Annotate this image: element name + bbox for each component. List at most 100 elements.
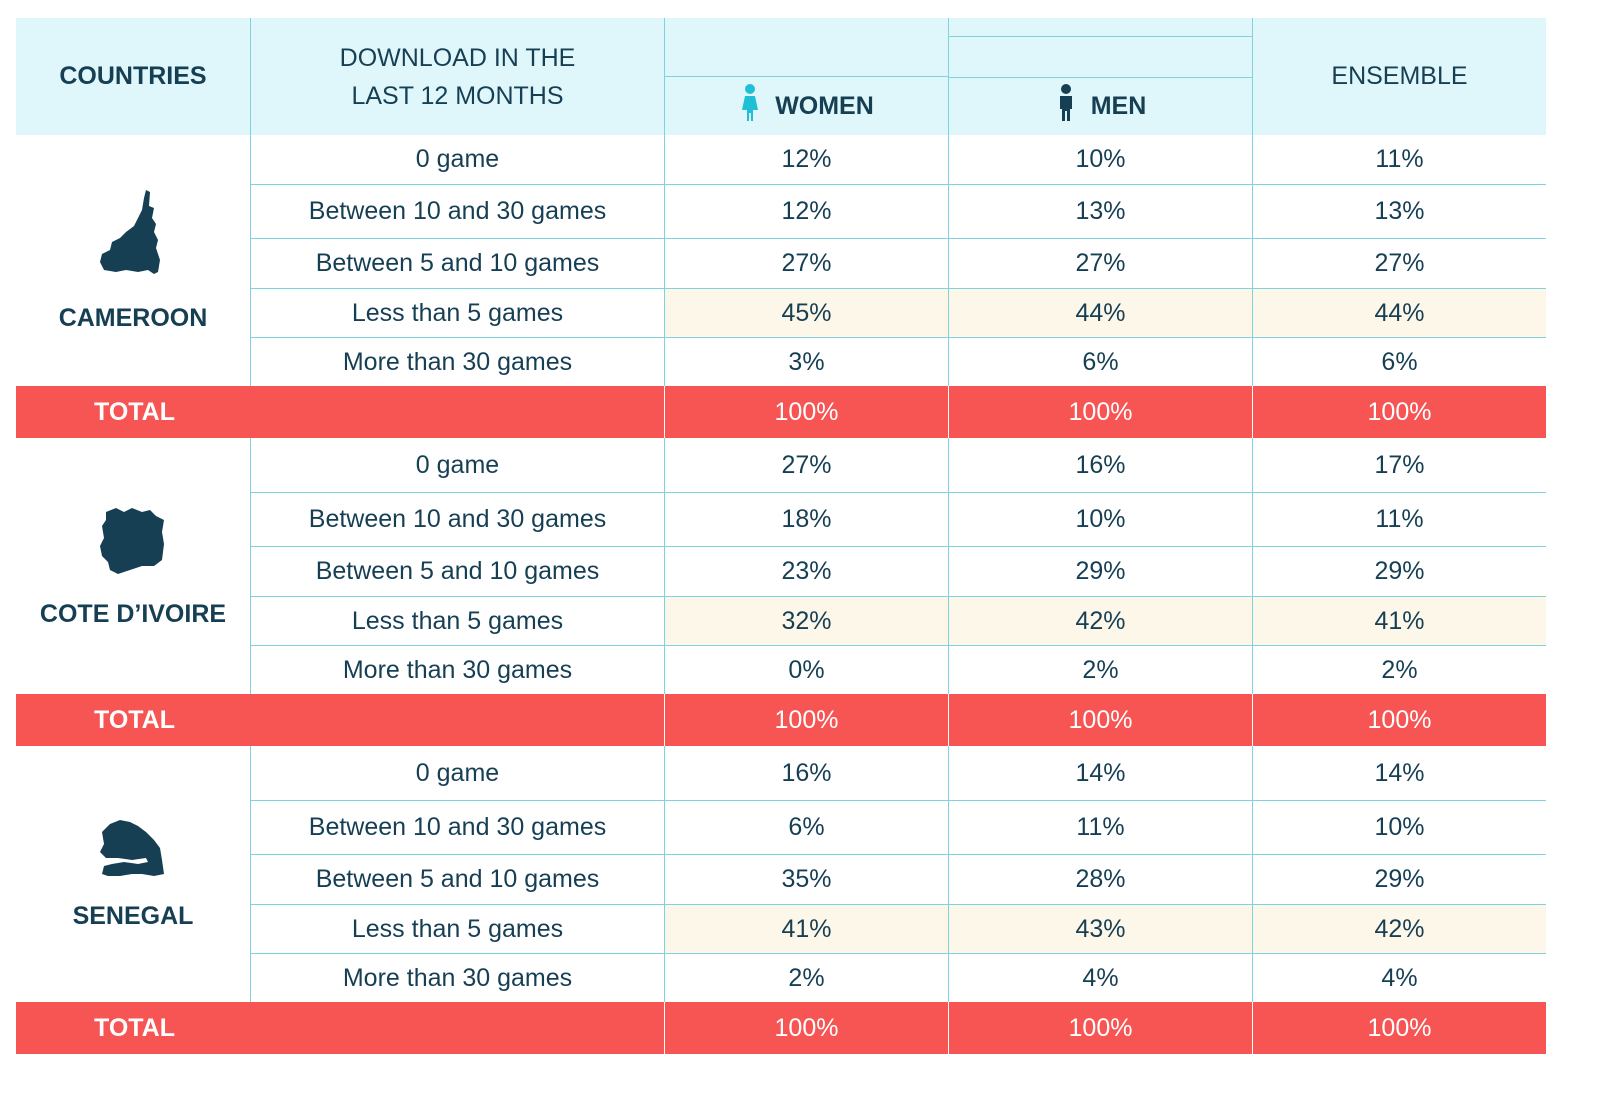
country-block-cote-divoire: COTE D’IVOIRE 0 game 27% 16% 17% Between…	[16, 438, 1546, 694]
women-header: WOMEN	[664, 18, 948, 135]
country-cell: SENEGAL	[16, 746, 250, 1002]
row-label: Between 5 and 10 games	[250, 854, 664, 904]
men-value: 10%	[948, 492, 1252, 546]
row-label: More than 30 games	[250, 953, 664, 1002]
download-header-line2: LAST 12 MONTHS	[351, 81, 564, 110]
ensemble-value: 10%	[1252, 800, 1546, 854]
country-cell: CAMEROON	[16, 135, 250, 386]
row-label: 0 game	[250, 135, 664, 184]
country-block-senegal: SENEGAL 0 game 16% 14% 14% Between 10 an…	[16, 746, 1546, 1002]
total-men: 100%	[948, 386, 1252, 438]
women-value: 27%	[664, 438, 948, 492]
ensemble-value: 29%	[1252, 546, 1546, 596]
total-row: TOTAL 100% 100% 100%	[16, 386, 1546, 438]
ensemble-value: 13%	[1252, 184, 1546, 238]
women-value: 18%	[664, 492, 948, 546]
row-label: Between 10 and 30 games	[250, 800, 664, 854]
total-women: 100%	[664, 1002, 948, 1054]
men-value: 13%	[948, 184, 1252, 238]
men-value: 6%	[948, 337, 1252, 386]
row-label: Between 5 and 10 games	[250, 238, 664, 288]
ensemble-value: 27%	[1252, 238, 1546, 288]
ensemble-value: 14%	[1252, 746, 1546, 800]
total-label: TOTAL	[94, 397, 176, 426]
men-value: 10%	[948, 135, 1252, 184]
senegal-map-icon	[98, 818, 168, 878]
row-label: Less than 5 games	[250, 904, 664, 953]
row-label: 0 game	[250, 746, 664, 800]
total-women: 100%	[664, 694, 948, 746]
men-value: 2%	[948, 645, 1252, 694]
women-value: 32%	[664, 596, 948, 645]
total-ensemble: 100%	[1252, 386, 1546, 438]
women-value: 0%	[664, 645, 948, 694]
women-value: 41%	[664, 904, 948, 953]
men-value: 43%	[948, 904, 1252, 953]
men-value: 28%	[948, 854, 1252, 904]
ensemble-value: 17%	[1252, 438, 1546, 492]
ensemble-value: 41%	[1252, 596, 1546, 645]
total-men: 100%	[948, 694, 1252, 746]
country-name: COTE D’IVOIRE	[39, 599, 227, 628]
men-value: 4%	[948, 953, 1252, 1002]
men-value: 42%	[948, 596, 1252, 645]
women-value: 27%	[664, 238, 948, 288]
total-ensemble: 100%	[1252, 694, 1546, 746]
women-value: 12%	[664, 184, 948, 238]
women-value: 3%	[664, 337, 948, 386]
men-value: 44%	[948, 288, 1252, 337]
women-value: 45%	[664, 288, 948, 337]
man-icon	[1055, 83, 1077, 130]
women-value: 23%	[664, 546, 948, 596]
total-men: 100%	[948, 1002, 1252, 1054]
table-header: COUNTRIES DOWNLOAD IN THE LAST 12 MONTHS…	[16, 18, 1546, 135]
countries-header: COUNTRIES	[59, 62, 207, 90]
cote-divoire-map-icon	[98, 504, 168, 576]
country-name: SENEGAL	[72, 901, 194, 930]
ensemble-value: 11%	[1252, 135, 1546, 184]
men-value: 27%	[948, 238, 1252, 288]
woman-icon	[739, 83, 761, 130]
total-row: TOTAL 100% 100% 100%	[16, 1002, 1546, 1054]
total-row: TOTAL 100% 100% 100%	[16, 694, 1546, 746]
row-label: 0 game	[250, 438, 664, 492]
download-header-line1: DOWNLOAD IN THE	[339, 43, 576, 72]
women-value: 2%	[664, 953, 948, 1002]
women-value: 6%	[664, 800, 948, 854]
total-label: TOTAL	[94, 705, 176, 734]
ensemble-value: 11%	[1252, 492, 1546, 546]
men-header-label: MEN	[1090, 92, 1147, 120]
men-header: MEN	[948, 18, 1252, 135]
downloads-table: COUNTRIES DOWNLOAD IN THE LAST 12 MONTHS…	[16, 18, 1546, 1054]
men-value: 29%	[948, 546, 1252, 596]
total-ensemble: 100%	[1252, 1002, 1546, 1054]
women-value: 16%	[664, 746, 948, 800]
women-value: 12%	[664, 135, 948, 184]
men-value: 16%	[948, 438, 1252, 492]
ensemble-value: 44%	[1252, 288, 1546, 337]
ensemble-value: 29%	[1252, 854, 1546, 904]
row-label: More than 30 games	[250, 337, 664, 386]
total-women: 100%	[664, 386, 948, 438]
ensemble-value: 6%	[1252, 337, 1546, 386]
row-label: Less than 5 games	[250, 596, 664, 645]
men-value: 14%	[948, 746, 1252, 800]
ensemble-header: ENSEMBLE	[1252, 18, 1546, 135]
ensemble-value: 4%	[1252, 953, 1546, 1002]
country-block-cameroon: CAMEROON 0 game 12% 10% 11% Between 10 a…	[16, 135, 1546, 386]
row-label: Between 10 and 30 games	[250, 492, 664, 546]
women-value: 35%	[664, 854, 948, 904]
row-label: Between 10 and 30 games	[250, 184, 664, 238]
ensemble-value: 42%	[1252, 904, 1546, 953]
row-label: Less than 5 games	[250, 288, 664, 337]
cameroon-map-icon	[98, 188, 168, 280]
country-name: CAMEROON	[58, 304, 208, 332]
country-cell: COTE D’IVOIRE	[16, 438, 250, 694]
men-value: 11%	[948, 800, 1252, 854]
ensemble-value: 2%	[1252, 645, 1546, 694]
download-header: DOWNLOAD IN THE LAST 12 MONTHS	[250, 18, 664, 135]
total-label: TOTAL	[94, 1013, 176, 1042]
women-header-label: WOMEN	[775, 91, 874, 120]
row-label: More than 30 games	[250, 645, 664, 694]
row-label: Between 5 and 10 games	[250, 546, 664, 596]
